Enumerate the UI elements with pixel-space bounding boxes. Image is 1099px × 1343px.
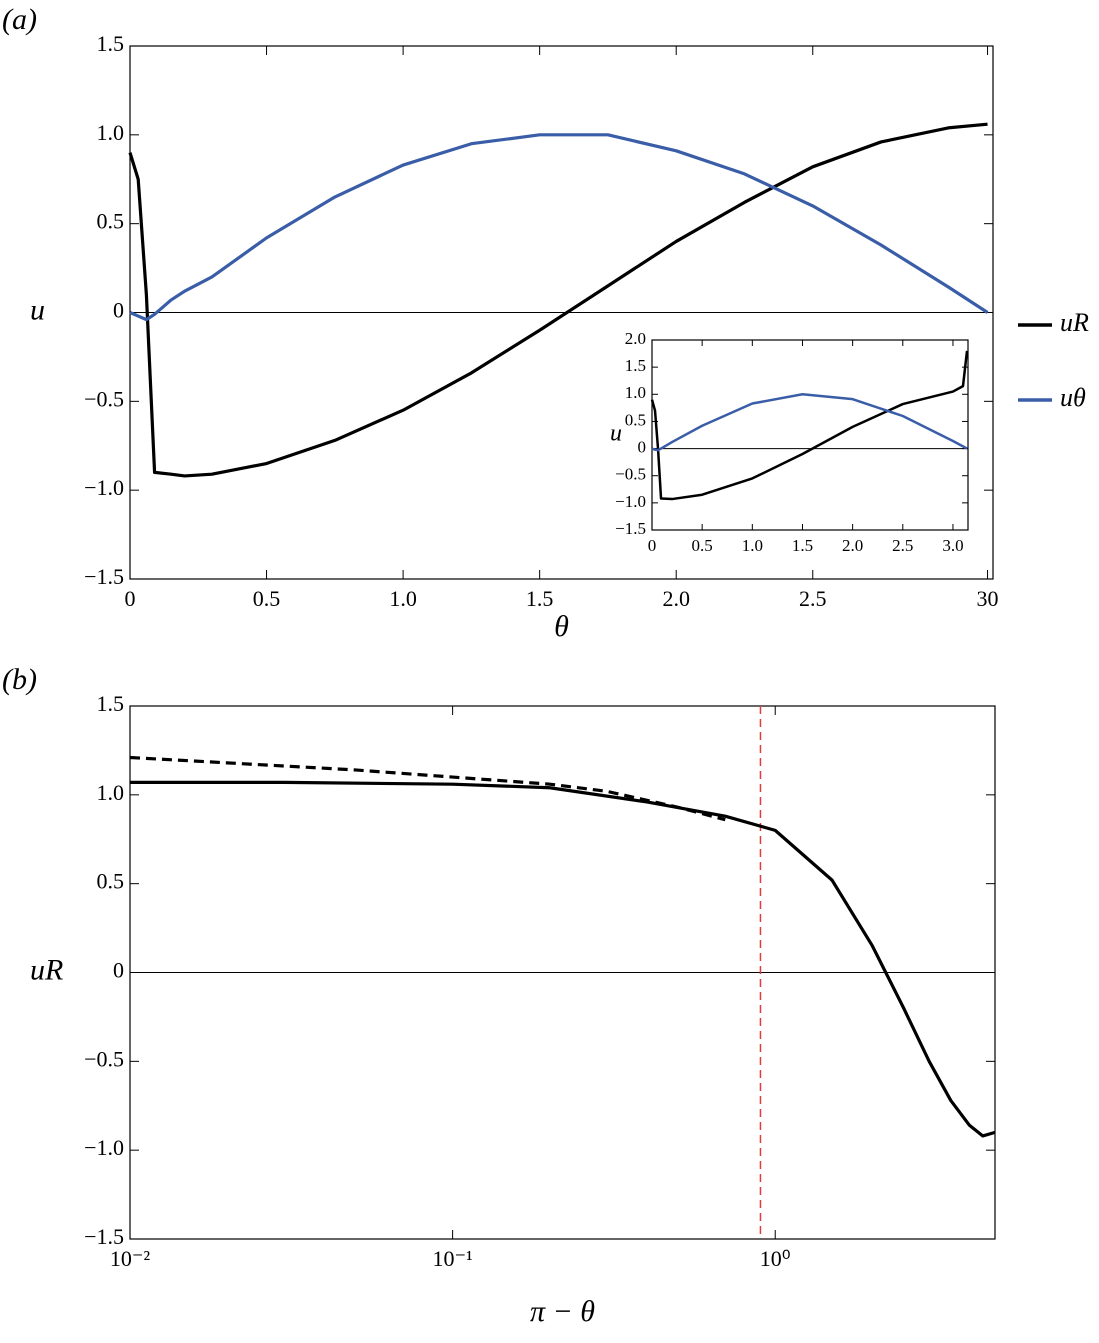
x-tick-label: 2.5 xyxy=(892,536,913,555)
y-tick-label: −1.0 xyxy=(84,475,124,500)
y-tick-label: −1.5 xyxy=(615,519,646,538)
y-tick-label: 1.5 xyxy=(97,691,125,716)
panel: 10⁻² 10⁻¹ 10⁰ −1.5 −1.0 −0.5 0 0.5 1.0 1.5 (b) π − … xyxy=(2,663,996,1328)
y-tick-label: 1.0 xyxy=(97,120,125,145)
x-tick-label: 1.5 xyxy=(526,586,554,611)
x-tick-label: 30 xyxy=(977,586,999,611)
x-tick-label: 10⁻² xyxy=(110,1246,151,1271)
x-tick-label: 1.0 xyxy=(389,586,417,611)
y-axis-label: u xyxy=(610,421,622,447)
panel: 0 0.5 1.0 1.5 2.0 2.5 30 −1.5 −1.0 −0.5 0 0.5 1.0 1.5… xyxy=(2,3,1089,643)
x-tick-label: 10⁰ xyxy=(760,1246,791,1271)
x-tick-label: 1.5 xyxy=(792,536,813,555)
y-tick-label: 2.0 xyxy=(625,329,646,348)
y-tick-label: 0 xyxy=(638,437,647,456)
x-axis-label: π − θ xyxy=(530,1295,595,1328)
x-tick-label: 2.0 xyxy=(662,586,690,611)
x-tick-label: 0.5 xyxy=(692,536,713,555)
x-tick-label: 10⁻¹ xyxy=(433,1246,473,1271)
x-tick-label: 3.0 xyxy=(942,536,963,555)
y-tick-label: 0.5 xyxy=(97,869,125,894)
y-tick-label: 0.5 xyxy=(97,209,125,234)
y-tick-label: −0.5 xyxy=(84,386,124,411)
data-line xyxy=(650,350,969,501)
y-tick-label: 1.5 xyxy=(625,356,646,375)
y-tick-label: 0 xyxy=(113,298,124,323)
x-axis-label: θ xyxy=(554,610,569,643)
panel-label: (b) xyxy=(2,663,37,696)
panel: 0 0.5 1.0 1.5 2.0 2.5 3.0 −1.5 −1.0 −0.5 0 0.5 1.0 1.… xyxy=(610,329,969,555)
y-tick-label: 0.5 xyxy=(625,410,646,429)
y-tick-label: −1.0 xyxy=(84,1135,124,1160)
y-tick-label: −0.5 xyxy=(84,1046,124,1071)
data-line xyxy=(128,122,988,478)
panel-label: (a) xyxy=(2,3,37,36)
legend-label: uR xyxy=(1060,308,1089,337)
x-tick-label: 0.5 xyxy=(253,586,281,611)
y-axis-label: uR xyxy=(30,953,63,986)
x-tick-label: 2.5 xyxy=(799,586,827,611)
y-tick-label: −1.5 xyxy=(84,1224,124,1249)
data-line xyxy=(130,780,996,1138)
y-tick-label: −0.5 xyxy=(615,465,646,484)
legend-label: uθ xyxy=(1060,383,1086,412)
x-tick-label: 1.0 xyxy=(742,536,763,555)
plot-frame xyxy=(651,339,969,531)
y-tick-label: 1.5 xyxy=(97,31,125,56)
y-tick-label: 1.0 xyxy=(625,383,646,402)
y-tick-label: 0 xyxy=(113,958,124,983)
x-tick-label: 0 xyxy=(648,536,657,555)
x-tick-label: 0 xyxy=(125,586,136,611)
y-tick-label: −1.0 xyxy=(615,492,646,511)
y-tick-label: 1.0 xyxy=(97,780,125,805)
data-line xyxy=(129,133,989,322)
y-tick-label: −1.5 xyxy=(84,564,124,589)
data-line xyxy=(651,393,968,452)
data-line xyxy=(129,755,726,822)
x-tick-label: 2.0 xyxy=(842,536,863,555)
y-axis-label: u xyxy=(30,293,45,326)
